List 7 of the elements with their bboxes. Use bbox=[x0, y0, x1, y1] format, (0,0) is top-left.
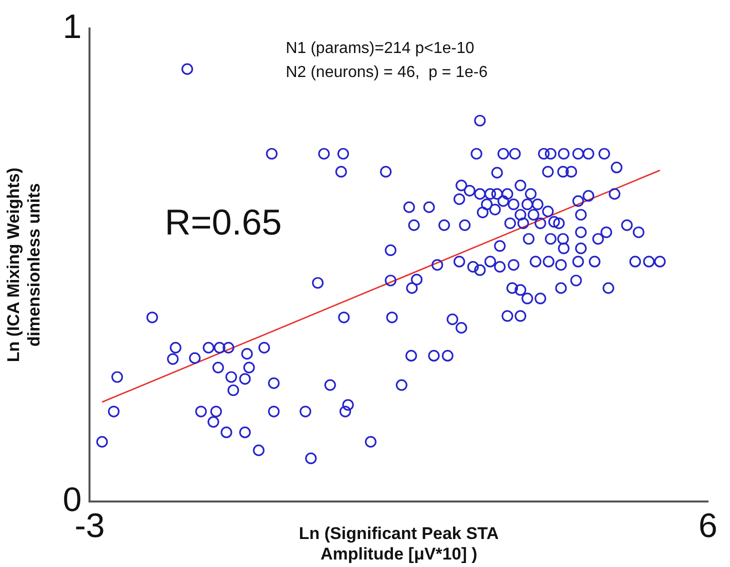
x-axis-title: Ln (Significant Peak STA Amplitude [μV*10] ) bbox=[298, 524, 499, 564]
y-axis-title: Ln (ICA Mixing Weights) dimensionless units bbox=[4, 168, 44, 362]
annotation: N1 (params)=214 p<1e-10 bbox=[286, 40, 474, 57]
x-tick-label: 6 bbox=[698, 507, 718, 546]
annotation: R=0.65 bbox=[164, 201, 282, 242]
y-tick-label: 1 bbox=[62, 8, 82, 46]
annotation: N2 (neurons) = 46, p = 1e-6 bbox=[286, 64, 488, 81]
